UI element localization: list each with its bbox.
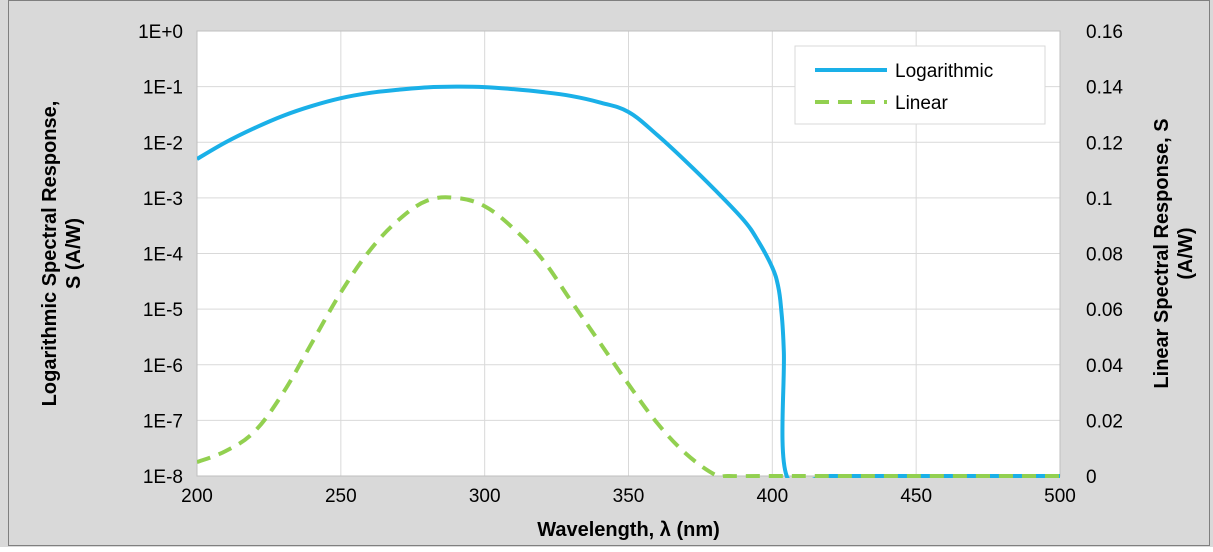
x-tick-label: 250 [325, 486, 357, 507]
y-left-tick-label: 1E-4 [143, 245, 184, 266]
legend-label-linear: Linear [895, 93, 948, 114]
x-tick-label: 300 [469, 486, 501, 507]
y-right-tick-label: 0.14 [1086, 78, 1123, 99]
x-tick-label: 450 [900, 486, 932, 507]
y-right-axis-title: Linear Spectral Response, S (A/W) [1151, 118, 1197, 388]
x-tick-label: 200 [181, 486, 213, 507]
y-right-axis-title-line: Linear Spectral Response, S [1151, 118, 1173, 388]
series-line-logarithmic [197, 84, 1060, 478]
y-left-tick-label: 1E-1 [143, 78, 183, 99]
chart-outer-border [8, 0, 1210, 546]
y-left-tick-label: 1E-7 [143, 411, 183, 432]
y-right-tick-label: 0.16 [1086, 22, 1123, 43]
series-line-linear [197, 195, 1060, 478]
y-right-tick-label: 0.08 [1086, 245, 1123, 266]
legend-box [794, 45, 1046, 125]
plot-border [196, 30, 1061, 477]
y-left-tick-label: 1E-2 [143, 133, 183, 154]
y-left-axis-title-line: S (A/W) [63, 218, 85, 289]
x-tick-label: 500 [1044, 486, 1076, 507]
x-tick-label: 400 [756, 486, 788, 507]
y-right-tick-label: 0.04 [1086, 356, 1123, 377]
legend-label-logarithmic: Logarithmic [895, 61, 993, 82]
y-right-tick-label: 0 [1086, 467, 1097, 488]
y-left-tick-label: 1E-6 [143, 356, 183, 377]
x-tick-label: 350 [613, 486, 645, 507]
y-right-tick-label: 0.06 [1086, 300, 1123, 321]
y-left-tick-label: 1E+0 [138, 22, 183, 43]
y-right-axis-title-line: (A/W) [1175, 227, 1197, 279]
x-axis-title: Wavelength, λ (nm) [537, 519, 720, 541]
y-right-tick-label: 0.12 [1086, 133, 1123, 154]
y-right-tick-label: 0.1 [1086, 189, 1112, 210]
y-left-axis-title: Logarithmic Spectral Response, S (A/W) [39, 101, 85, 407]
y-left-tick-label: 1E-3 [143, 189, 183, 210]
y-left-tick-label: 1E-8 [143, 467, 183, 488]
y-left-axis-title-line: Logarithmic Spectral Response, [39, 101, 61, 407]
y-right-tick-label: 0.02 [1086, 411, 1123, 432]
y-left-tick-label: 1E-5 [143, 300, 183, 321]
